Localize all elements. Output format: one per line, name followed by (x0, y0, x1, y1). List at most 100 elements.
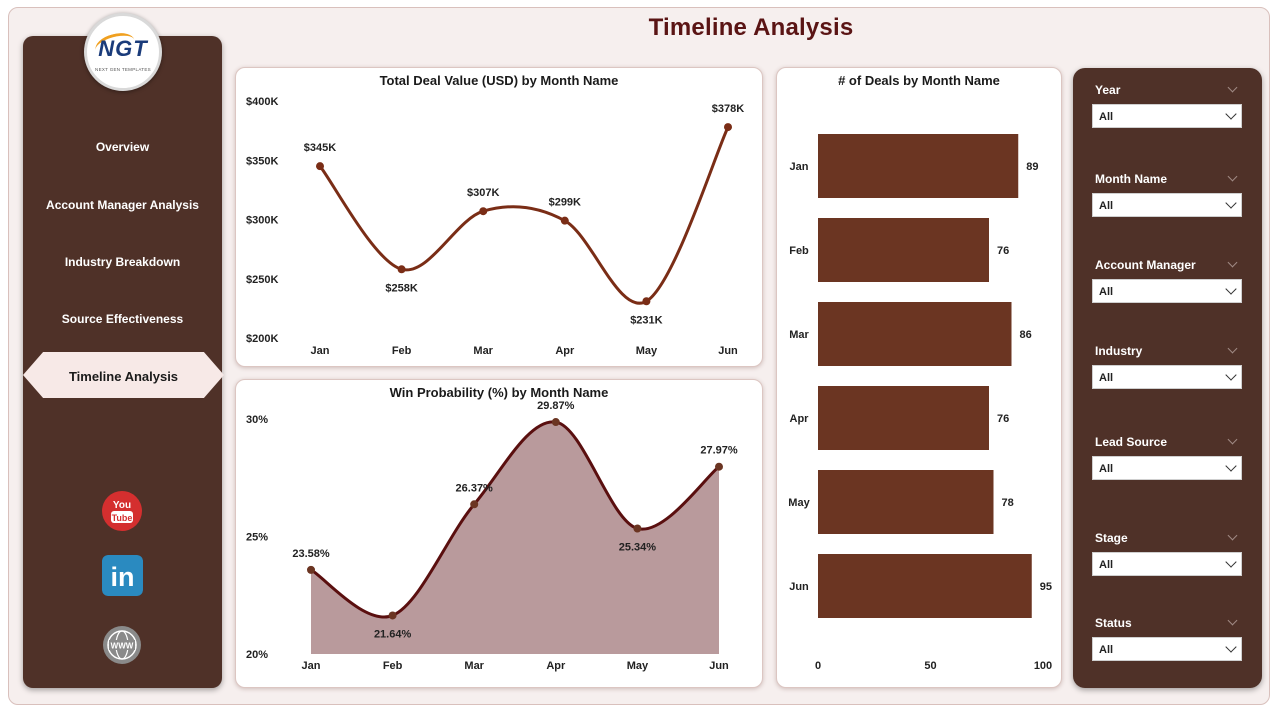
y-tick-label: Jan (790, 161, 809, 173)
x-tick-label: 50 (924, 660, 936, 672)
data-label: 25.34% (619, 542, 657, 554)
data-label: 27.97% (700, 445, 738, 457)
bar (818, 386, 989, 450)
data-label: 21.64% (374, 628, 412, 640)
youtube-label-bottom: Tube (112, 513, 133, 523)
win-probability-chart: 20% 25% 30% Jan Feb Mar Apr May Jun 23.58% 21.64% 2… (246, 400, 738, 672)
win-probability-title: Win Probability (%) by Month Name (389, 385, 609, 400)
filter-select-status[interactable]: All (1092, 637, 1242, 661)
chevron-down-icon[interactable] (1227, 171, 1238, 182)
x-tick-label: Jan (311, 345, 330, 357)
chevron-down-icon (1225, 460, 1237, 472)
x-tick-label: 0 (815, 660, 821, 672)
chevron-down-icon (1225, 197, 1237, 209)
x-tick-label: Jun (718, 345, 738, 357)
filter-select-month-name[interactable]: All (1092, 193, 1242, 217)
y-tick-label: $300K (246, 215, 278, 227)
nav-overview[interactable]: Overview (95, 140, 150, 154)
chevron-down-icon[interactable] (1227, 615, 1238, 626)
chevron-down-icon (1225, 641, 1237, 653)
data-point (551, 418, 560, 427)
y-tick-label: $350K (246, 155, 278, 167)
x-tick-label: 100 (1034, 660, 1052, 672)
page-title: Timeline Analysis (648, 14, 854, 41)
y-tick-label: $200K (246, 333, 278, 345)
deal-value-title: Total Deal Value (USD) by Month Name (379, 73, 619, 88)
data-point (724, 123, 732, 132)
nav-active-highlight (23, 352, 224, 398)
filter-select-stage[interactable]: All (1092, 552, 1242, 576)
deals-count-card: # of Deals by Month Name Jan 89 Feb 76 Mar 86… (776, 67, 1062, 688)
y-tick-label: 20% (246, 649, 268, 661)
data-label: $231K (630, 314, 662, 326)
filter-label-month-name: Month Name (1095, 172, 1167, 186)
bar-value-label: 76 (997, 413, 1009, 425)
chevron-down-icon[interactable] (1227, 530, 1238, 541)
filter-label-status: Status (1095, 616, 1132, 630)
chevron-down-icon[interactable] (1227, 82, 1238, 93)
x-tick-label: Feb (392, 345, 412, 357)
data-point (397, 265, 406, 274)
y-tick-label: Apr (790, 413, 810, 425)
x-tick-label: Jun (709, 660, 729, 672)
bar-value-label: 89 (1026, 161, 1038, 173)
nav-timeline-analysis[interactable]: Timeline Analysis (68, 369, 179, 384)
bar (818, 470, 994, 534)
x-tick-label: Jan (302, 660, 321, 672)
data-label: $378K (712, 103, 744, 115)
logo: NGT NEXT GEN TEMPLATES (84, 13, 162, 91)
y-tick-label: Jun (789, 581, 809, 593)
deals-count-chart: Jan 89 Feb 76 Mar 86 Apr 76 May 78 Jun 95 0 50 100 (788, 134, 1052, 672)
bar-value-label: 86 (1020, 329, 1032, 341)
data-point (633, 524, 642, 533)
data-point (642, 297, 651, 306)
nav-account-manager-analysis[interactable]: Account Manager Analysis (46, 198, 199, 212)
youtube-label-top: You (113, 500, 131, 511)
bar (818, 218, 989, 282)
data-point (470, 500, 479, 509)
filter-select-account-manager[interactable]: All (1092, 279, 1242, 303)
bar-value-label: 76 (997, 245, 1009, 257)
chevron-down-icon (1225, 108, 1237, 120)
filter-select-lead-source[interactable]: All (1092, 456, 1242, 480)
data-point (316, 162, 324, 171)
nav-source-effectiveness[interactable]: Source Effectiveness (61, 312, 184, 326)
filter-value: All (1099, 286, 1114, 298)
nav-industry-breakdown[interactable]: Industry Breakdown (64, 255, 181, 269)
linkedin-icon[interactable]: in (102, 555, 143, 596)
data-point (388, 611, 397, 620)
y-tick-label: Mar (789, 329, 809, 341)
logo-subtitle: NEXT GEN TEMPLATES (95, 67, 151, 72)
filter-label-account-manager: Account Manager (1095, 258, 1196, 272)
bar-value-label: 78 (1002, 497, 1014, 509)
x-tick-label: Apr (546, 660, 566, 672)
filter-select-industry[interactable]: All (1092, 365, 1242, 389)
deal-value-chart: $200K $250K $300K $350K $400K Jan Feb Mar Apr May… (246, 96, 744, 357)
filter-label-lead-source: Lead Source (1095, 435, 1168, 449)
chevron-down-icon[interactable] (1227, 257, 1238, 268)
y-tick-label: $250K (246, 274, 278, 286)
data-point (715, 462, 723, 471)
x-tick-label: May (636, 345, 658, 357)
filter-value: All (1099, 559, 1114, 571)
chevron-down-icon (1225, 556, 1237, 568)
deal-value-card: Total Deal Value (USD) by Month Name $20… (235, 67, 763, 367)
chevron-down-icon[interactable] (1227, 434, 1238, 445)
bar-value-label: 95 (1040, 581, 1052, 593)
youtube-icon[interactable]: You Tube (101, 490, 143, 532)
filter-value: All (1099, 111, 1114, 123)
globe-icon[interactable]: WWW (102, 625, 142, 665)
data-label: $299K (549, 197, 581, 209)
deals-count-title: # of Deals by Month Name (838, 73, 1000, 88)
bar (818, 302, 1012, 366)
y-tick-label: Feb (789, 245, 809, 257)
win-probability-area (311, 421, 719, 654)
data-point (560, 216, 569, 225)
bar (818, 554, 1032, 618)
x-tick-label: Mar (464, 660, 484, 672)
filter-select-year[interactable]: All (1092, 104, 1242, 128)
data-label: 23.58% (292, 548, 330, 560)
data-label: 29.87% (537, 400, 575, 412)
logo-mark: NGT (98, 36, 148, 61)
chevron-down-icon[interactable] (1227, 343, 1238, 354)
